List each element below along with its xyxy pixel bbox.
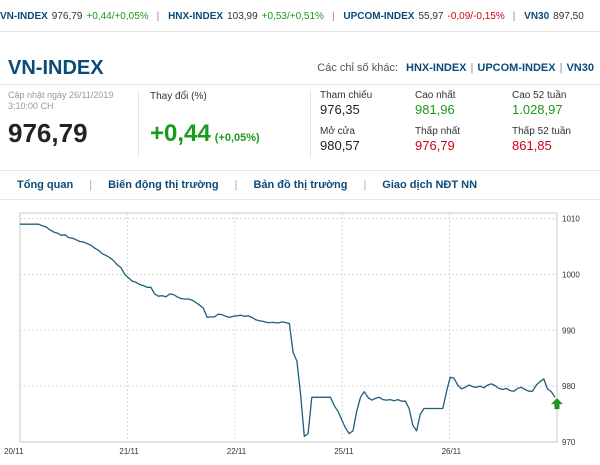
stat-low-52w: Thấp 52 tuần 861,85 bbox=[512, 126, 571, 153]
stat-high-52w: Cao 52 tuần 1.028,97 bbox=[512, 90, 567, 117]
y-tick-label: 990 bbox=[562, 326, 576, 335]
up-arrow-icon bbox=[551, 398, 563, 410]
stats-divider bbox=[310, 90, 311, 158]
stat-high: Cao nhất 981,96 bbox=[415, 90, 456, 117]
page-title: VN-INDEX bbox=[8, 57, 104, 79]
other-indices: Các chỉ số khác: HNX-INDEX | UPCOM-INDEX | VN… bbox=[317, 62, 594, 74]
price-chart: 970 980 990 1000 1010 20/11 21/11 22/11 25/11 26… bbox=[4, 212, 580, 456]
x-axis-labels: 20/11 21/11 22/11 25/11 26/11 bbox=[4, 447, 462, 456]
ticker-separator: | bbox=[156, 11, 160, 22]
last-updated: Cập nhật ngày 26/11/2019 3:10:00 CH bbox=[8, 90, 114, 111]
nav-separator: | bbox=[363, 179, 367, 191]
y-tick-label: 1010 bbox=[562, 215, 580, 224]
x-tick-label: 22/11 bbox=[227, 447, 247, 456]
ticker-item-vnindex[interactable]: VN-INDEX 976,79 +0,44/+0,05% bbox=[0, 11, 149, 22]
tab-overview[interactable]: Tổng quan bbox=[17, 179, 74, 191]
header-divider bbox=[0, 84, 600, 85]
x-tick-label: 26/11 bbox=[442, 447, 462, 456]
stat-open: Mở cửa 980,57 bbox=[320, 126, 360, 153]
current-price: 976,79 bbox=[8, 118, 88, 148]
x-tick-label: 21/11 bbox=[119, 447, 139, 456]
change-label: Thay đổi (%) bbox=[150, 91, 207, 102]
link-upcom-index[interactable]: UPCOM-INDEX bbox=[477, 62, 556, 74]
chart-axes bbox=[19, 212, 558, 443]
y-axis-labels: 970 980 990 1000 1010 bbox=[562, 215, 580, 447]
ticker-item-vn30[interactable]: VN30 897,50 bbox=[524, 11, 584, 22]
nav-separator: | bbox=[234, 179, 238, 191]
change-percent: (+0,05%) bbox=[214, 132, 260, 144]
ticker-item-hnxindex[interactable]: HNX-INDEX 103,99 +0,53/+0,51% bbox=[168, 11, 324, 22]
change-value: +0,44 bbox=[150, 120, 211, 147]
chart-frame bbox=[19, 212, 558, 443]
y-tick-label: 970 bbox=[562, 438, 576, 447]
link-hnx-index[interactable]: HNX-INDEX bbox=[406, 62, 467, 74]
nav-separator: | bbox=[89, 179, 93, 191]
other-indices-label: Các chỉ số khác: bbox=[317, 62, 398, 74]
link-vn30[interactable]: VN30 bbox=[566, 62, 594, 74]
stat-reference: Tham chiếu 976,35 bbox=[320, 90, 373, 117]
x-tick-label: 25/11 bbox=[334, 447, 354, 456]
change-display: +0,44 (+0,05%) bbox=[150, 120, 260, 148]
section-nav: Tổng quan | Biến động thị trường | Bản đồ th… bbox=[0, 170, 600, 200]
tab-market-map[interactable]: Bản đồ thị trường bbox=[253, 179, 348, 191]
y-tick-label: 980 bbox=[562, 382, 576, 391]
ticker-item-upcomindex[interactable]: UPCOM-INDEX 55,97 -0,09/-0,15% bbox=[343, 11, 505, 22]
y-tick-label: 1000 bbox=[562, 270, 580, 279]
link-separator: | bbox=[470, 62, 474, 74]
chart-grid bbox=[20, 213, 557, 443]
ticker-bar: VN-INDEX 976,79 +0,44/+0,05% | HNX-INDEX 103… bbox=[0, 0, 600, 32]
series-line bbox=[20, 223, 556, 438]
summary-divider bbox=[138, 90, 139, 158]
tab-foreign-trading[interactable]: Giao dịch NĐT NN bbox=[382, 179, 478, 191]
x-tick-label: 20/11 bbox=[4, 447, 24, 456]
stat-low: Thấp nhất 976,79 bbox=[415, 126, 461, 153]
ticker-separator: | bbox=[331, 11, 335, 22]
ticker-separator: | bbox=[512, 11, 516, 22]
tab-market-movement[interactable]: Biến động thị trường bbox=[108, 179, 219, 191]
link-separator: | bbox=[559, 62, 563, 74]
